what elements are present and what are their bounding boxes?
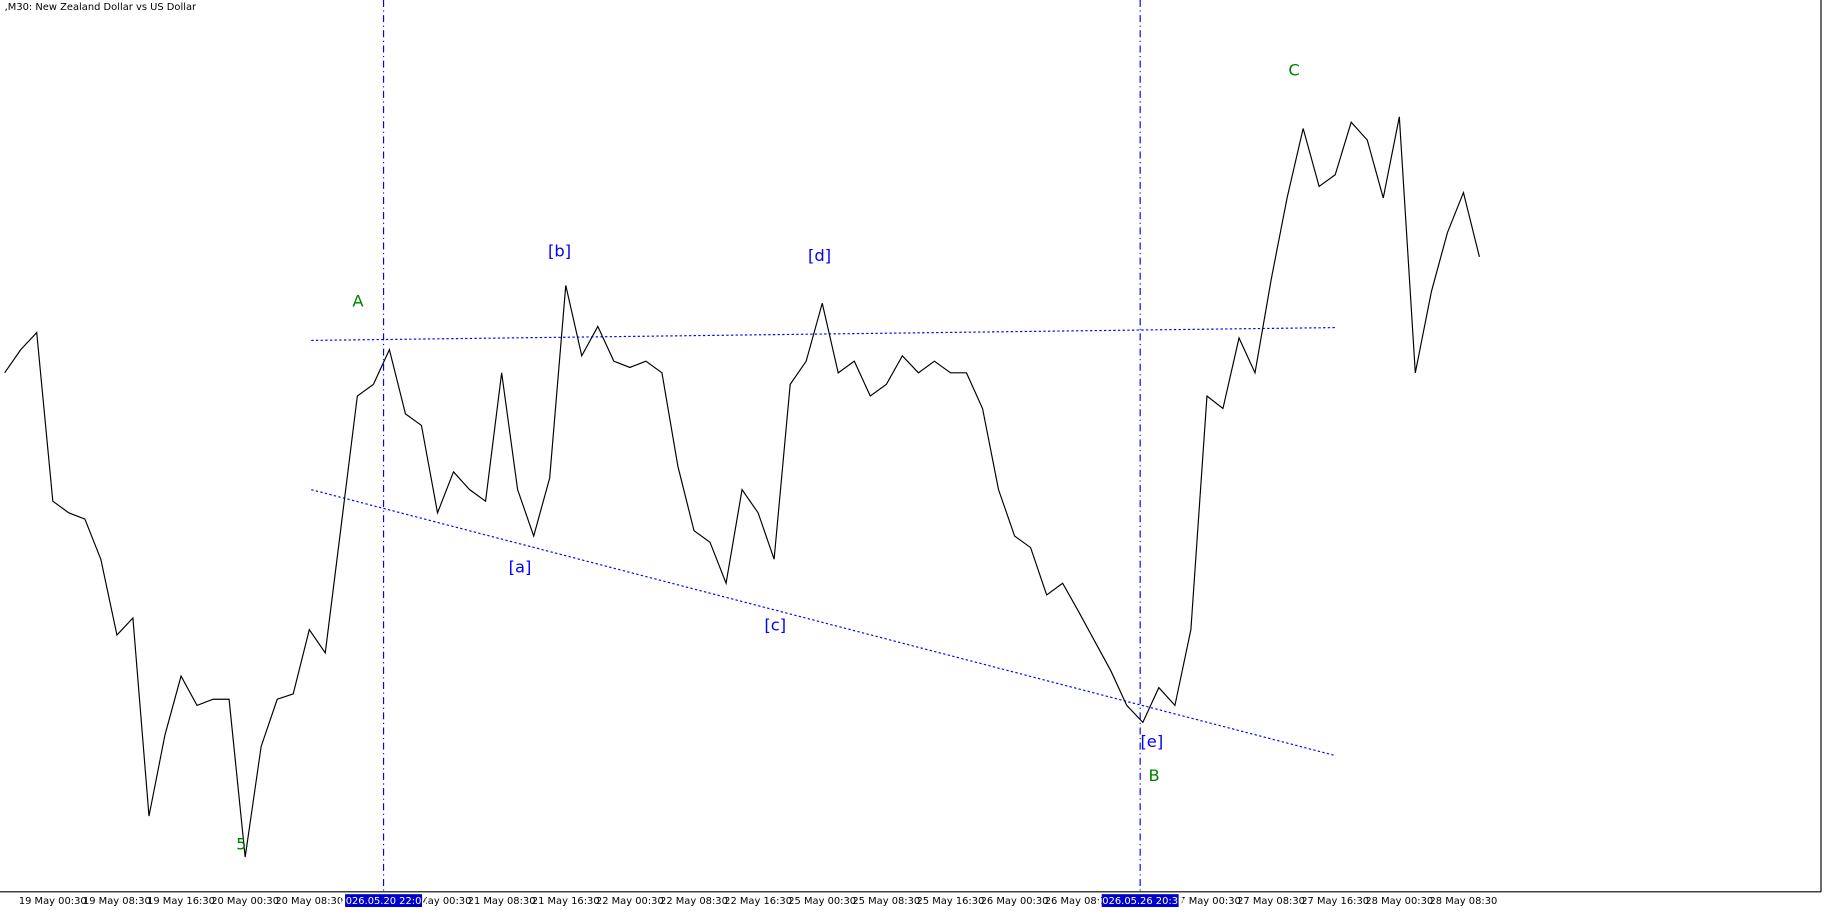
wave-label: C [1288, 61, 1299, 80]
x-tick-label: 27 May 08:30 [1237, 896, 1305, 907]
wave-label: B [1149, 766, 1160, 785]
x-tick-label: 25 May 08:30 [852, 896, 920, 907]
wave-label: [d] [808, 246, 831, 265]
wave-label: 5 [236, 835, 246, 854]
wave-label: [b] [548, 241, 571, 260]
wave-label: A [352, 291, 364, 310]
marker-label-box [1101, 894, 1179, 908]
price-line [4, 116, 1480, 858]
x-tick-label: 22 May 08:30 [660, 896, 728, 907]
chart-title: ,M30: New Zealand Dollar vs US Dollar [5, 2, 197, 13]
wave-label: [a] [509, 557, 532, 576]
lower-trendline [311, 489, 1336, 757]
x-tick-label: 25 May 00:30 [788, 896, 856, 907]
upper-trendline [311, 327, 1335, 342]
x-tick-label: 19 May 08:30 [83, 896, 151, 907]
x-tick-label: 19 May 16:30 [147, 896, 215, 907]
x-tick-label: 21 May 00:30 [404, 896, 472, 907]
x-tick-label: 19 May 00:30 [19, 896, 87, 907]
x-tick-label: 27 May 00:30 [1173, 896, 1241, 907]
x-tick-label: 25 May 16:30 [917, 896, 985, 907]
x-tick-label: 20 May 08:30 [275, 896, 343, 907]
x-tick-label: 21 May 08:30 [468, 896, 536, 907]
x-tick-label: 26 May 00:30 [981, 896, 1049, 907]
x-tick-label: 28 May 08:30 [1429, 896, 1497, 907]
x-tick-label: 20 May 00:30 [211, 896, 279, 907]
wave-label: [c] [764, 616, 786, 635]
marker-label: 2026.05.20 22:00 [339, 896, 427, 907]
x-tick-label: 22 May 00:30 [596, 896, 664, 907]
wave-label: [e] [1140, 732, 1163, 751]
x-tick-label: 27 May 16:30 [1301, 896, 1369, 907]
marker-label: 2026.05.26 20:30 [1096, 896, 1184, 907]
x-tick-label: 26 May 08:30 [1045, 896, 1113, 907]
x-tick-label: 22 May 16:30 [724, 896, 792, 907]
x-tick-label: 28 May 00:30 [1365, 896, 1433, 907]
marker-label-box [345, 894, 423, 908]
x-tick-label: 21 May 16:30 [532, 896, 600, 907]
